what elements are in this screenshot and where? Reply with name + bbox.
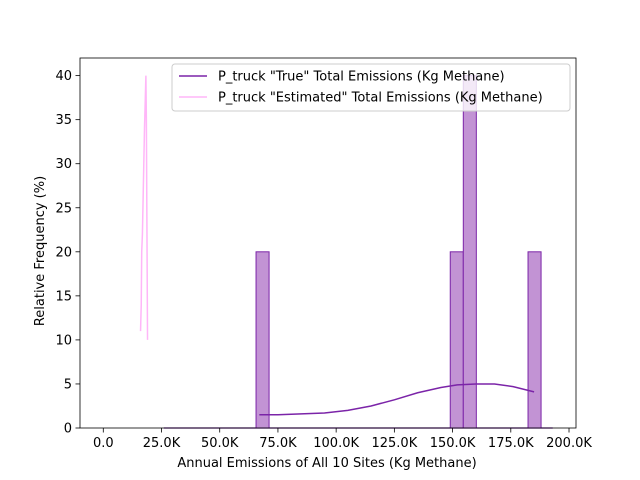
y-tick-label: 40 xyxy=(55,69,72,84)
y-tick-label: 25 xyxy=(55,201,72,216)
y-axis-label: Relative Frequency (%) xyxy=(33,176,48,326)
hist-bar xyxy=(462,75,477,429)
x-tick-label: 0.0 xyxy=(93,436,114,451)
x-tick-label: 50.0K xyxy=(201,436,239,451)
y-tick-label: 15 xyxy=(55,289,72,304)
x-axis: 0.0 25.0K 50.0K 75.0K 100.0K 125.0K 150.0K 175.… xyxy=(93,428,592,451)
series-1 xyxy=(139,75,149,340)
x-tick-label: 25.0K xyxy=(143,436,181,451)
legend-box xyxy=(171,63,571,112)
legend-label-estimated: P_truck "Estimated" Total Emissions (Kg … xyxy=(218,91,543,106)
y-tick-label: 0 xyxy=(64,422,72,437)
x-tick-label: 75.0K xyxy=(259,436,297,451)
x-tick-label: 175.0K xyxy=(488,436,534,451)
legend-label-true: P_truck "True" Total Emissions (Kg Metha… xyxy=(218,70,505,85)
y-axis: 0 5 10 15 20 25 30 35 40 xyxy=(55,69,80,437)
plot-area xyxy=(139,75,553,429)
hist-bar xyxy=(449,251,464,429)
axes-frame xyxy=(79,57,577,429)
series-0 xyxy=(163,75,553,429)
hist-bar xyxy=(527,251,542,429)
y-tick-label: 30 xyxy=(55,157,72,172)
y-tick-label: 10 xyxy=(55,333,72,348)
x-tick-label: 100.0K xyxy=(313,436,359,451)
x-axis-label: Annual Emissions of All 10 Sites (Kg Met… xyxy=(177,456,476,471)
x-tick-label: 150.0K xyxy=(430,436,476,451)
x-tick-label: 200.0K xyxy=(546,436,592,451)
kde-line xyxy=(259,383,535,416)
y-tick-label: 35 xyxy=(55,113,72,128)
legend: P_truck "True" Total Emissions (Kg Metha… xyxy=(171,63,571,112)
kde-line xyxy=(139,75,149,340)
x-tick-label: 125.0K xyxy=(371,436,417,451)
hist-bar xyxy=(255,251,270,429)
y-tick-label: 20 xyxy=(55,245,72,260)
y-tick-label: 5 xyxy=(64,377,72,392)
